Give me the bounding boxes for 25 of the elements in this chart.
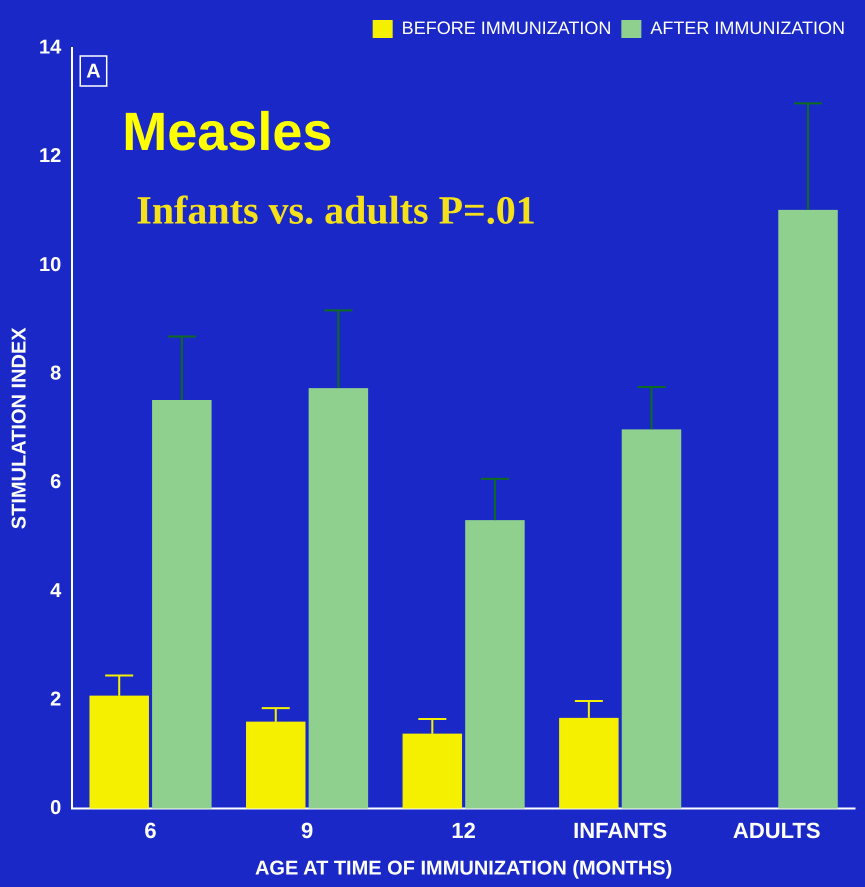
- x-tick-label: 6: [144, 818, 157, 843]
- legend-label: AFTER IMMUNIZATION: [650, 18, 846, 38]
- y-tick-label: 0: [50, 797, 62, 820]
- x-tick-label: INFANTS: [573, 818, 668, 843]
- bar: [778, 210, 838, 809]
- y-tick-label: 4: [50, 580, 62, 602]
- annotation: A: [86, 60, 101, 83]
- y-tick-label: 12: [38, 145, 62, 168]
- bar: [308, 388, 368, 809]
- annotation: Measles: [122, 102, 332, 162]
- x-tick-label: 12: [451, 818, 476, 843]
- y-tick-label: 14: [38, 36, 62, 59]
- x-tick-label: 9: [300, 818, 314, 843]
- y-axis-title: STIMULATION INDEX: [8, 326, 31, 530]
- annotation: Infants vs. adults P=.01: [136, 187, 536, 232]
- y-tick-label: 2: [50, 688, 62, 710]
- y-tick-label: 10: [38, 254, 62, 276]
- y-tick-label: 6: [50, 471, 62, 494]
- legend-label: BEFORE IMMUNIZATION: [402, 18, 612, 38]
- x-tick-label: ADULTS: [732, 818, 821, 843]
- x-axis-title: AGE AT TIME OF IMMUNIZATION (MONTHS): [254, 858, 672, 880]
- bar: [152, 400, 212, 809]
- bar: [465, 520, 525, 809]
- bar: [622, 429, 682, 809]
- y-tick-label: 8: [50, 362, 62, 384]
